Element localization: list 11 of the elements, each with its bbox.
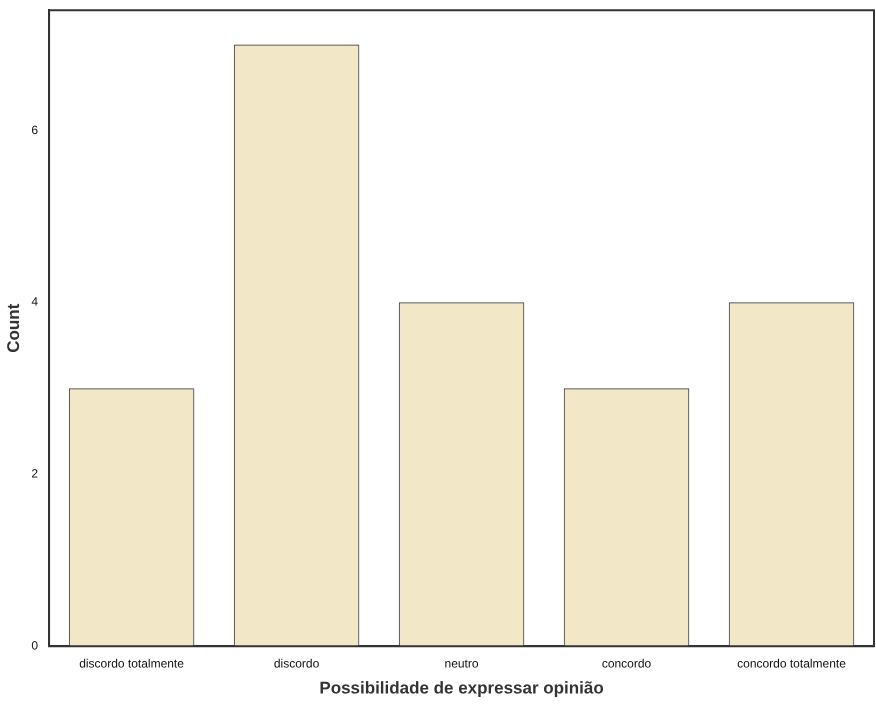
x-tick-label: neutro <box>444 656 479 671</box>
x-tick-label: discordo <box>274 656 320 671</box>
y-tick-label: 6 <box>31 122 38 137</box>
y-tick-label: 4 <box>31 294 38 309</box>
x-tick-label: concordo totalmente <box>737 656 846 671</box>
x-axis-title: Possibilidade de expressar opinião <box>319 678 604 698</box>
x-tick-label: concordo <box>602 656 652 671</box>
y-tick-label: 2 <box>31 466 38 481</box>
y-tick-label: 0 <box>31 638 38 653</box>
x-tick-label: discordo totalmente <box>79 656 184 671</box>
y-axis-title: Count <box>4 303 23 353</box>
